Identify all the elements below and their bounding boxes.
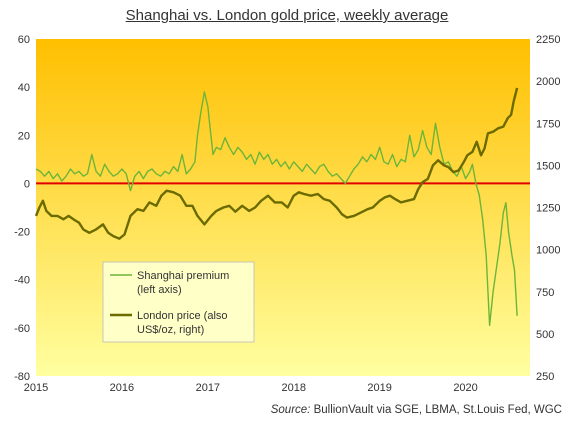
right-tick-label: 2000: [536, 76, 560, 88]
right-tick-label: 500: [536, 329, 554, 341]
legend-label: (left axis): [137, 284, 182, 296]
legend-label: US$/oz, right): [137, 324, 204, 336]
source-text: BullionVault via SGE, LBMA, St.Louis Fed…: [313, 404, 562, 416]
legend-box: [102, 261, 255, 343]
x-tick-label: 2016: [110, 382, 134, 394]
left-axis: 60 40 20 0 -20 -40 -60 -80: [14, 34, 30, 383]
right-tick-label: 1750: [536, 118, 560, 130]
x-tick-label: 2020: [453, 382, 477, 394]
x-tick-label: 2015: [24, 382, 48, 394]
x-axis: 2015 2016 2017 2018 2019 2020: [24, 382, 478, 394]
x-tick-label: 2017: [196, 382, 220, 394]
legend-label: Shanghai premium: [137, 270, 229, 282]
right-tick-label: 1250: [536, 203, 560, 215]
right-tick-label: 1500: [536, 160, 560, 172]
london-price-line: [34, 87, 519, 240]
legend: Shanghai premium (left axis) London price …: [102, 261, 255, 343]
right-tick-label: 250: [536, 371, 554, 383]
series-layer: [34, 87, 519, 327]
left-tick-label: -80: [14, 371, 30, 383]
right-tick-label: 2250: [536, 34, 560, 46]
left-tick-label: 0: [24, 178, 30, 190]
legend-label: London price (also: [137, 310, 228, 322]
chart-title: Shanghai vs. London gold price, weekly a…: [125, 7, 449, 24]
source-note: Source: BullionVault via SGE, LBMA, St.L…: [271, 404, 562, 416]
left-tick-label: 60: [18, 34, 30, 46]
right-tick-label: 1000: [536, 245, 560, 257]
left-tick-label: 20: [18, 130, 30, 142]
x-tick-label: 2019: [367, 382, 391, 394]
left-tick-label: -20: [14, 227, 30, 239]
right-axis: 2250 2000 1750 1500 1250 1000 750 500 250: [536, 34, 560, 383]
source-label: Source:: [270, 404, 311, 416]
left-tick-label: -40: [14, 275, 30, 287]
left-tick-label: -60: [14, 323, 30, 335]
right-tick-label: 750: [536, 287, 554, 299]
shanghai-premium-line: [35, 91, 518, 327]
left-tick-label: 40: [18, 82, 30, 94]
x-tick-label: 2018: [281, 382, 305, 394]
